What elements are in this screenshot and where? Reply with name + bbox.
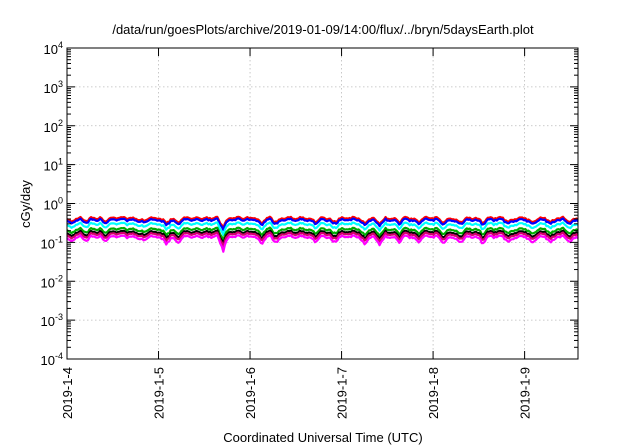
x-ticks: 2019-1-4 2019-1-5 2019-1-6 2019-1-7 2019-1-8… (60, 48, 533, 419)
y-tick-exponent: 4 (58, 40, 63, 50)
y-tick-base: 10 (41, 236, 55, 251)
y-tick-label: 101 (44, 157, 63, 174)
y-tick-base: 10 (41, 314, 55, 329)
y-tick-label: 103 (44, 79, 63, 96)
series-line (66, 229, 579, 246)
y-tick-exponent: 0 (58, 196, 63, 206)
series-layer (66, 215, 579, 253)
y-tick-base: 10 (44, 159, 58, 174)
y-tick-label: 10-3 (41, 312, 63, 329)
y-tick-exponent: 2 (58, 118, 63, 128)
y-tick-label: 102 (44, 118, 63, 135)
y-tick-label: 10-2 (41, 273, 63, 290)
y-tick-label: 100 (44, 196, 63, 213)
y-axis-label: cGy/day (18, 180, 33, 228)
y-tick-exponent: -3 (55, 312, 63, 322)
y-tick-base: 10 (41, 353, 55, 368)
grid (67, 48, 578, 359)
series-line (66, 234, 579, 253)
x-tick-label: 2019-1-8 (426, 367, 441, 419)
x-tick-label: 2019-1-7 (335, 367, 350, 419)
y-tick-base: 10 (41, 275, 55, 290)
series-line (66, 215, 579, 230)
y-tick-label: 10-1 (41, 234, 63, 251)
x-axis-label: Coordinated Universal Time (UTC) (223, 430, 422, 445)
y-tick-label: 104 (44, 40, 63, 57)
y-tick-label: 10-4 (41, 351, 63, 368)
series-line (66, 226, 579, 242)
y-tick-base: 10 (44, 81, 58, 96)
y-tick-base: 10 (44, 120, 58, 135)
y-tick-base: 10 (44, 198, 58, 213)
series-line (66, 231, 579, 249)
y-tick-exponent: 1 (58, 157, 63, 167)
x-tick-label: 2019-1-5 (152, 367, 167, 419)
y-tick-exponent: -2 (55, 273, 63, 283)
y-tick-exponent: -4 (55, 351, 63, 361)
x-tick-label: 2019-1-4 (60, 367, 75, 419)
series-line (66, 217, 579, 231)
x-tick-label: 2019-1-6 (243, 367, 258, 419)
y-tick-exponent: 3 (58, 79, 63, 89)
y-tick-exponent: -1 (55, 234, 63, 244)
series-line (66, 221, 579, 237)
y-tick-base: 10 (44, 42, 58, 57)
x-tick-label: 2019-1-9 (518, 367, 533, 419)
chart-title: /data/run/goesPlots/archive/2019-01-09/1… (112, 22, 534, 37)
